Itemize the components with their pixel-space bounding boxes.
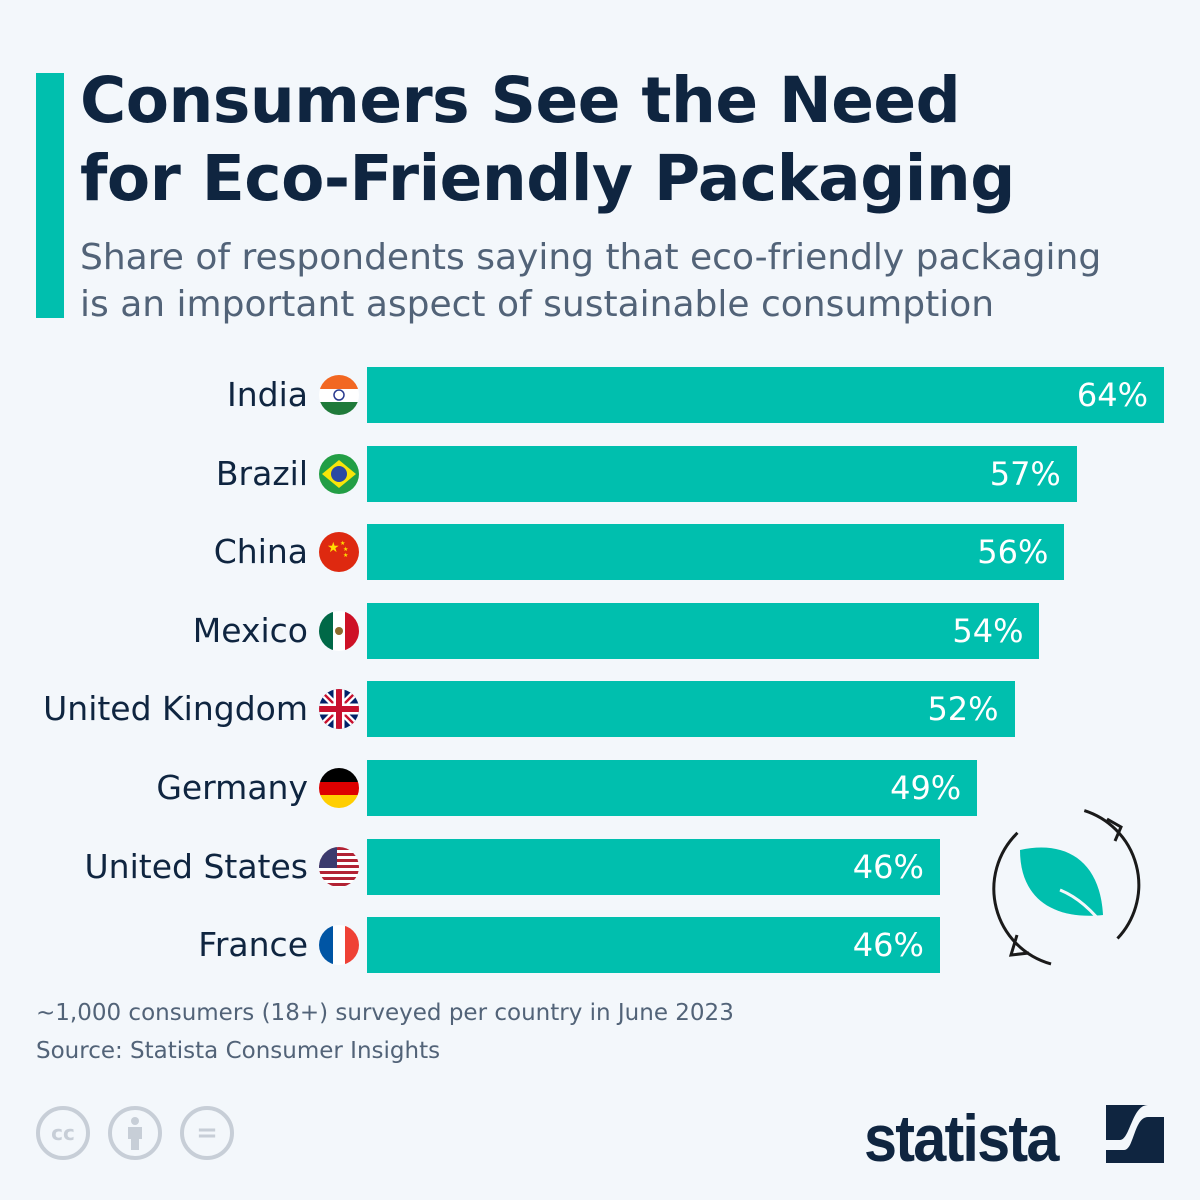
bar: 54% xyxy=(367,602,1040,659)
bar: 64% xyxy=(367,367,1164,423)
category-label: Mexico xyxy=(192,610,308,650)
bar-row: Germany 49% xyxy=(0,760,1200,816)
bar: 46% xyxy=(367,917,940,974)
svg-text:★: ★ xyxy=(327,540,340,556)
value-label: 64% xyxy=(1076,376,1148,414)
bar-row: Mexico 54% xyxy=(0,602,1200,659)
brazil-flag-icon xyxy=(319,453,359,494)
svg-text:★: ★ xyxy=(343,546,348,553)
germany-flag-icon xyxy=(319,768,359,808)
bar-row: United Kingdom 52% xyxy=(0,681,1200,738)
statista-logo-mark-icon xyxy=(1106,1105,1164,1163)
value-label: 57% xyxy=(989,454,1061,493)
category-label: India xyxy=(227,375,308,414)
chart-subtitle: Share of respondents saying that eco-fri… xyxy=(80,234,1101,328)
statista-logo[interactable]: statista xyxy=(864,1101,1059,1175)
france-flag-icon xyxy=(319,925,359,966)
attribution-icon[interactable] xyxy=(108,1106,162,1160)
title-accent-bar xyxy=(36,73,64,318)
bar: 57% xyxy=(367,445,1077,502)
subtitle-line: Share of respondents saying that eco-fri… xyxy=(80,237,1102,278)
category-label: Brazil xyxy=(215,453,308,493)
bar: 49% xyxy=(367,760,978,816)
category-label: China xyxy=(213,532,308,572)
no-derivatives-icon[interactable]: = xyxy=(180,1106,234,1160)
recycle-leaf-icon xyxy=(992,809,1141,966)
source: Source: Statista Consumer Insights xyxy=(36,1038,441,1064)
subtitle-line: is an important aspect of sustainable co… xyxy=(80,284,995,325)
value-label: 46% xyxy=(852,926,924,965)
india-flag-icon xyxy=(319,375,359,415)
bar-row: China ★ ★ ★ ★ 56% xyxy=(0,524,1200,581)
value-label: 56% xyxy=(977,533,1049,572)
category-label: United States xyxy=(84,846,308,886)
bar-row: Brazil 57% xyxy=(0,445,1200,502)
footnote: ~1,000 consumers (18+) surveyed per coun… xyxy=(36,1000,734,1026)
title-line: Consumers See the Need xyxy=(80,64,961,137)
bar: 56% xyxy=(367,524,1065,581)
value-label: 46% xyxy=(852,847,924,886)
category-label: France xyxy=(198,925,308,965)
category-label: United Kingdom xyxy=(43,689,308,729)
title-line: for Eco-Friendly Packaging xyxy=(80,142,1015,215)
bar-row: France 46% xyxy=(0,917,1200,974)
uk-flag-icon xyxy=(319,689,359,730)
category-label: Germany xyxy=(156,768,308,807)
svg-text:★: ★ xyxy=(343,552,348,559)
value-label: 54% xyxy=(952,611,1024,650)
chart-title: Consumers See the Need for Eco-Friendly … xyxy=(80,62,1015,218)
bar: 52% xyxy=(367,681,1015,738)
usa-flag-icon xyxy=(319,846,359,887)
bar: 46% xyxy=(367,838,940,895)
cc-icon[interactable]: cc xyxy=(36,1106,90,1160)
value-label: 52% xyxy=(927,690,999,729)
china-flag-icon: ★ ★ ★ ★ xyxy=(319,532,359,573)
mexico-flag-icon xyxy=(319,610,359,651)
bar-row: United States 46% xyxy=(0,838,1200,895)
value-label: 49% xyxy=(890,769,962,807)
bar-row: India 64% xyxy=(0,367,1200,423)
svg-text:★: ★ xyxy=(340,540,345,547)
